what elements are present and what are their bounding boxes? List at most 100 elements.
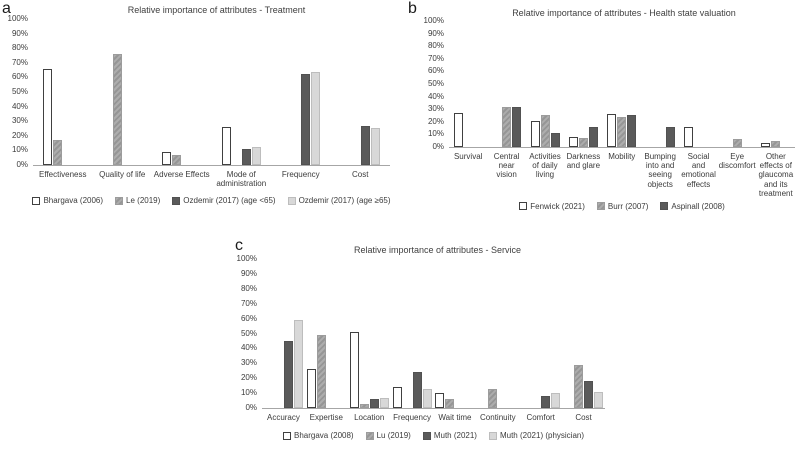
y-axis-tick-label: 100%	[7, 14, 28, 23]
legend-label: Aspinall (2008)	[671, 201, 725, 211]
category-label: Location	[354, 413, 385, 422]
category-label: Other effects of glaucoma and its treatm…	[758, 152, 794, 198]
bar-hatch	[732, 139, 742, 147]
bar-hatch	[502, 107, 512, 147]
plot-area	[449, 21, 795, 148]
bar-group	[519, 259, 562, 408]
bar-hatch	[53, 140, 63, 165]
plot-area-row: 0% 10% 20% 30% 40% 50% 60% 70% 80% 90% 100%	[400, 16, 799, 151]
bar-dark	[301, 74, 311, 165]
legend-item: Le (2019)	[115, 196, 160, 205]
panel-letter: a	[2, 0, 11, 17]
bar-white	[569, 137, 579, 147]
y-axis-tick-label: 40%	[240, 343, 257, 353]
y-axis-tick-label: 100%	[236, 254, 257, 263]
bar-light	[379, 398, 389, 408]
chart-service: c Relative importance of attributes - Ser…	[183, 237, 613, 440]
bar-white	[435, 393, 445, 408]
panel-letter: c	[235, 237, 243, 254]
category-label: Eye discomfort	[718, 152, 756, 171]
legend-label: Bhargava (2008)	[293, 431, 354, 441]
y-axis-tick-label: 10%	[11, 145, 28, 155]
y-axis-tick-label: 0%	[432, 142, 444, 151]
bar-white	[453, 113, 463, 147]
bar-group	[757, 21, 795, 147]
bar-light	[551, 393, 561, 408]
legend-swatch-white	[519, 202, 528, 211]
bar-dark	[512, 107, 522, 147]
legend: Bhargava (2008) Lu (2019) Muth (2021) Muth …	[262, 431, 605, 440]
legend-label: Muth (2021)	[433, 431, 477, 441]
bar-light	[293, 320, 303, 408]
category-label: Survival	[453, 152, 483, 161]
bar-dark	[241, 149, 251, 165]
bar-group	[331, 19, 391, 165]
bar-hatch	[771, 141, 781, 147]
bar-light	[594, 392, 604, 408]
legend: Fenwick (2021) Burr (2007) Aspinall (2008)	[449, 202, 795, 211]
chart-title: Relative importance of attributes - Serv…	[353, 245, 522, 255]
bar-group	[564, 21, 602, 147]
category-axis: Survival Central near vision Activities of…	[449, 152, 795, 198]
bar-group	[434, 259, 477, 408]
bar-group	[487, 21, 525, 147]
bar-white	[761, 143, 771, 147]
bar-group	[33, 19, 93, 165]
legend-label: Ozdemir (2017) (age ≥65)	[298, 196, 391, 206]
plot-area	[262, 259, 605, 409]
bar-dark	[627, 115, 637, 147]
category-label: Comfort	[526, 413, 555, 422]
bar-hatch	[316, 335, 326, 408]
legend-item: Fenwick (2021)	[519, 202, 585, 211]
bar-group	[152, 19, 212, 165]
category-label: Frequency	[393, 413, 431, 422]
y-axis-tick-label: 20%	[240, 373, 257, 383]
bar-dark	[283, 341, 293, 408]
bar-hatch	[579, 138, 589, 147]
legend-label: Muth (2021) (physician)	[499, 431, 585, 441]
legend-item: Ozdemir (2017) (age ≥65)	[287, 196, 391, 206]
category-label: Frequency	[281, 170, 320, 179]
y-axis: 0% 10% 20% 30% 40% 50% 60% 70% 80% 90% 100%	[400, 16, 449, 151]
legend-swatch-hatch	[365, 431, 374, 440]
category-label: Quality of life	[99, 170, 146, 179]
y-axis-tick-label: 50%	[11, 87, 28, 96]
bar-dark	[412, 372, 422, 408]
legend-item: Aspinall (2008)	[660, 201, 725, 211]
bar-group	[603, 21, 641, 147]
category-label: Adverse Effects	[153, 170, 210, 179]
y-axis: 0% 10% 20% 30% 40% 50% 60% 70% 80% 90% 100%	[0, 14, 33, 169]
y-axis-tick-label: 40%	[11, 101, 28, 111]
y-axis-tick-label: 90%	[11, 28, 28, 38]
legend-label: Fenwick (2021)	[530, 201, 585, 211]
bar-group	[271, 19, 331, 165]
category-label: Continuity	[480, 413, 516, 422]
category-label: Wait time	[438, 413, 472, 422]
legend-label: Le (2019)	[126, 196, 161, 206]
legend-swatch-dark	[422, 431, 431, 440]
legend-swatch-white	[282, 431, 291, 440]
bar-hatch	[540, 115, 550, 147]
y-axis-tick-label: 70%	[240, 298, 257, 308]
chart-title: Relative importance of attributes - Heal…	[512, 8, 736, 18]
bar-white	[684, 127, 694, 147]
bar-hatch	[574, 365, 584, 408]
bar-group	[641, 21, 679, 147]
y-axis-tick-label: 30%	[240, 358, 257, 368]
bar-group	[476, 259, 519, 408]
bar-group	[718, 21, 756, 147]
y-axis-tick-label: 80%	[240, 283, 257, 293]
bar-white	[607, 114, 617, 147]
category-label: Effectiveness	[39, 170, 87, 179]
legend-swatch-dark	[660, 202, 669, 211]
y-axis-tick-label: 20%	[427, 116, 444, 126]
y-axis: 0% 10% 20% 30% 40% 50% 60% 70% 80% 90% 100%	[183, 254, 262, 412]
y-axis-tick-label: 10%	[427, 129, 444, 139]
bar-light	[422, 389, 432, 408]
legend-swatch-light	[488, 431, 497, 440]
y-axis-tick-label: 0%	[16, 160, 28, 169]
category-label: Bumping into and seeing objects	[644, 152, 676, 189]
y-axis-tick-label: 50%	[427, 79, 444, 88]
legend-item: Muth (2021) (physician)	[488, 431, 585, 441]
bar-hatch	[112, 54, 122, 165]
